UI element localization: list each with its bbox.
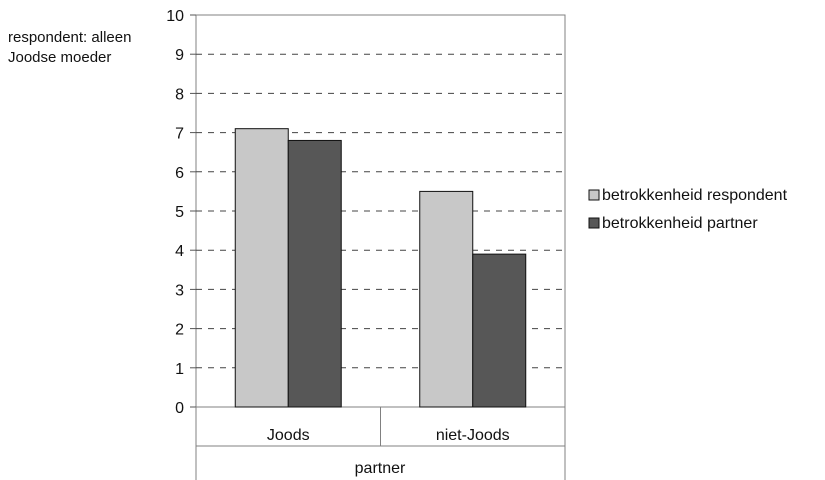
legend-label-0: betrokkenheid respondent bbox=[602, 187, 788, 204]
y-tick-label: 2 bbox=[175, 322, 184, 339]
legend-swatch-0 bbox=[588, 189, 600, 201]
bars bbox=[234, 128, 527, 408]
annotation-line-1: respondent: alleen bbox=[8, 29, 131, 46]
bar-partner-0 bbox=[287, 139, 342, 408]
bar-respondent-0 bbox=[234, 128, 289, 408]
y-tick-label: 7 bbox=[175, 126, 184, 143]
x-category-label: Joods bbox=[267, 427, 310, 444]
x-axis-title: partner bbox=[355, 460, 406, 477]
bar-partner-1 bbox=[472, 253, 527, 408]
y-tick-label: 6 bbox=[175, 165, 184, 182]
y-tick-label: 3 bbox=[175, 282, 184, 299]
y-tick-label: 1 bbox=[175, 361, 184, 378]
legend: betrokkenheid respondent betrokkenheid pa… bbox=[588, 187, 788, 232]
y-axis: 0 1 2 3 4 5 6 7 8 9 10 bbox=[166, 8, 196, 417]
bar-respondent-1 bbox=[419, 190, 474, 408]
x-axis: Joods niet-Joods bbox=[195, 407, 566, 480]
x-category-label: niet-Joods bbox=[436, 427, 510, 444]
legend-swatch-1 bbox=[588, 217, 600, 229]
y-tick-label: 0 bbox=[175, 400, 184, 417]
y-tick-label: 8 bbox=[175, 86, 184, 103]
y-tick-label: 4 bbox=[175, 243, 184, 260]
y-tick-label: 10 bbox=[166, 8, 184, 25]
legend-label-1: betrokkenheid partner bbox=[602, 215, 758, 232]
y-tick-label: 9 bbox=[175, 47, 184, 64]
y-tick-label: 5 bbox=[175, 204, 184, 221]
annotation-line-2: Joodse moeder bbox=[8, 49, 111, 66]
